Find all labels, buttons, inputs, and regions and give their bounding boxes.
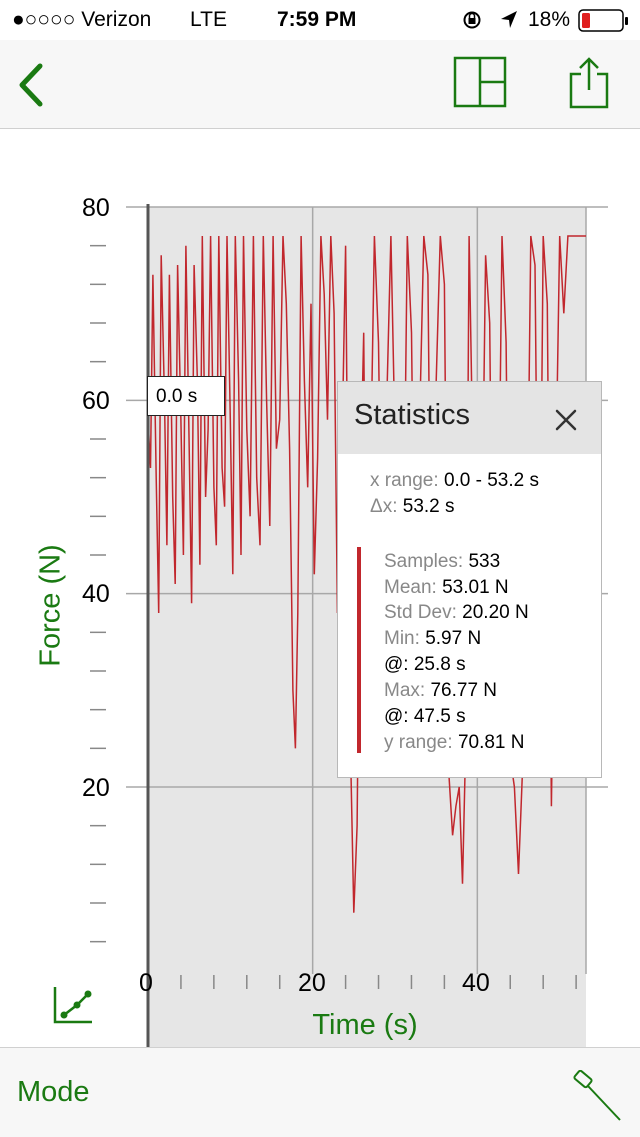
- navigation-bar: [0, 40, 640, 129]
- statistics-header: Statistics: [338, 382, 601, 454]
- stat-min-at-label: @:: [384, 654, 409, 675]
- stat-max-label: Max:: [384, 680, 426, 701]
- layout-button[interactable]: [453, 56, 507, 108]
- stat-x-range: x range: 0.0 - 53.2 s: [370, 470, 539, 492]
- stat-mean-label: Mean:: [384, 577, 437, 598]
- stat-max: Max: 76.77 N: [384, 680, 497, 702]
- stat-std-dev: Std Dev: 20.20 N: [384, 602, 529, 624]
- stat-x-range-label: x range:: [370, 470, 439, 491]
- stat-mean-value: 53.01 N: [442, 577, 509, 598]
- stat-max-at-value: 47.5 s: [413, 706, 466, 727]
- stat-max-at-label: @:: [384, 706, 409, 727]
- stat-dx: Δx: 53.2 s: [370, 496, 455, 518]
- orientation-lock-icon: [463, 11, 481, 29]
- stat-dx-label: Δx:: [370, 496, 398, 517]
- examine-tool-icon: [573, 1069, 621, 1121]
- stat-min-label: Min:: [384, 628, 420, 649]
- x-tick-20: 20: [298, 969, 326, 997]
- x-tick-0: 0: [139, 969, 153, 997]
- stat-y-range-label: y range:: [384, 732, 453, 753]
- stat-samples-value: 533: [468, 551, 501, 572]
- clock: 7:59 PM: [277, 8, 357, 31]
- cursor-time-label: 0.0 s: [147, 376, 225, 416]
- y-tick-20: 20: [82, 774, 110, 802]
- mode-button[interactable]: Mode: [17, 1076, 90, 1108]
- stat-std-label: Std Dev:: [384, 602, 457, 623]
- status-bar: ●○○○○ Verizon LTE 7:59 PM 18%: [0, 0, 640, 40]
- stat-x-range-value: 0.0 - 53.2 s: [443, 470, 539, 491]
- statistics-close-button[interactable]: [552, 406, 580, 434]
- y-tick-60: 60: [82, 387, 110, 415]
- network: LTE: [190, 8, 227, 31]
- back-button[interactable]: [12, 60, 52, 110]
- examine-tool-button[interactable]: [570, 1069, 624, 1124]
- stat-y-range: y range: 70.81 N: [384, 732, 524, 754]
- stat-dx-value: 53.2 s: [402, 496, 455, 517]
- stat-min: Min: 5.97 N: [384, 628, 481, 650]
- stat-max-at: @: 47.5 s: [384, 706, 466, 728]
- statistics-title: Statistics: [354, 399, 471, 431]
- y-axis-label[interactable]: Force (N): [34, 544, 67, 667]
- layout-icon: [453, 56, 507, 108]
- x-axis-label[interactable]: Time (s): [312, 1009, 418, 1041]
- stat-max-value: 76.77 N: [430, 680, 498, 701]
- location-icon: [501, 11, 517, 28]
- stat-mean: Mean: 53.01 N: [384, 577, 509, 599]
- chevron-left-icon: [19, 63, 43, 107]
- stat-samples: Samples: 533: [384, 551, 500, 573]
- battery-icon: [578, 9, 628, 32]
- graph-options-icon: [53, 987, 92, 1024]
- x-tick-40: 40: [462, 969, 490, 997]
- share-icon: [569, 57, 609, 109]
- stat-std-value: 20.20 N: [462, 602, 529, 623]
- battery-percent: 18%: [528, 8, 571, 31]
- series-color-bar: [357, 547, 361, 753]
- graph-options-button[interactable]: [52, 985, 94, 1025]
- stat-min-at-value: 25.8 s: [413, 654, 466, 675]
- statistics-panel: Statistics x range: 0.0 - 53.2 s Δx: 53.…: [337, 381, 602, 778]
- close-icon: [555, 409, 577, 431]
- y-tick-80: 80: [82, 194, 110, 222]
- stat-min-at: @: 25.8 s: [384, 654, 466, 676]
- carrier: ●○○○○ Verizon: [12, 8, 152, 31]
- share-button[interactable]: [567, 56, 611, 110]
- minor-ticks: [90, 244, 577, 989]
- stat-samples-label: Samples:: [384, 551, 464, 572]
- bottom-toolbar: Mode: [0, 1047, 640, 1137]
- stat-min-value: 5.97 N: [425, 628, 482, 649]
- y-tick-40: 40: [82, 580, 110, 608]
- stat-y-range-value: 70.81 N: [457, 732, 525, 753]
